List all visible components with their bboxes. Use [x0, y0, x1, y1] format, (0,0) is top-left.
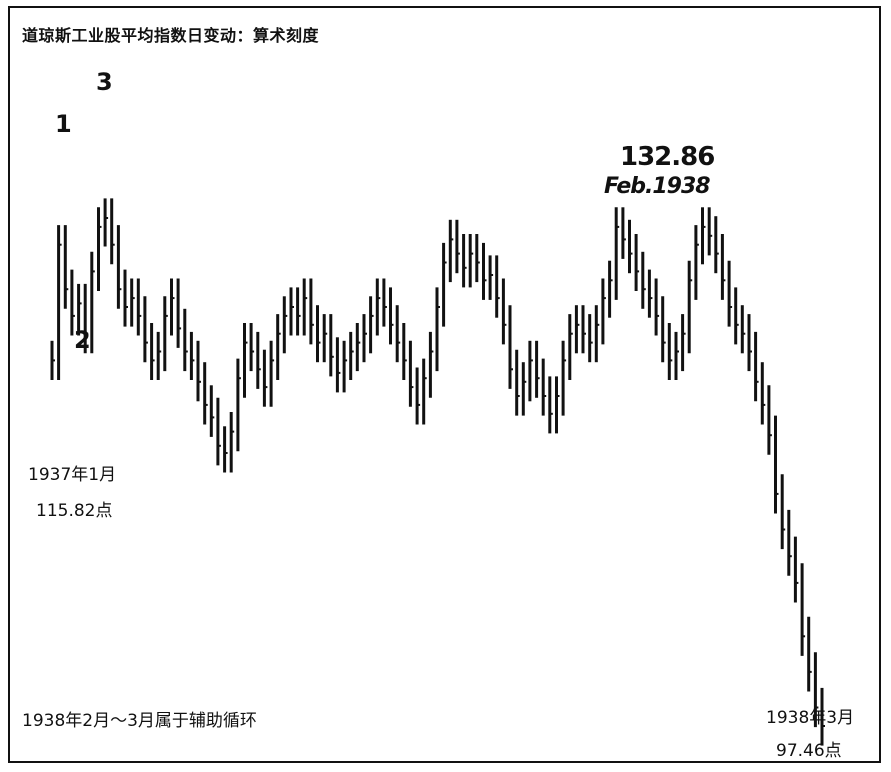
cycle-note: 1938年2月～3月属于辅助循环 [22, 711, 257, 731]
start-date-label: 1937年1月 [28, 465, 117, 485]
chart-title: 道琼斯工业股平均指数日变动：算术刻度 [22, 26, 320, 45]
high-value-label: 132.86 [620, 142, 715, 172]
wave-label-1: 1 [55, 110, 72, 138]
high-date-label: Feb.1938 [604, 174, 711, 199]
start-value-label: 115.82点 [36, 501, 113, 521]
chart-frame [8, 6, 881, 763]
end-value-label: 97.46点 [776, 741, 842, 761]
end-date-label: 1938年3月 [766, 708, 855, 728]
price-bars [50, 198, 825, 746]
wave-label-2: 2 [74, 326, 91, 354]
wave-label-3: 3 [96, 68, 113, 96]
